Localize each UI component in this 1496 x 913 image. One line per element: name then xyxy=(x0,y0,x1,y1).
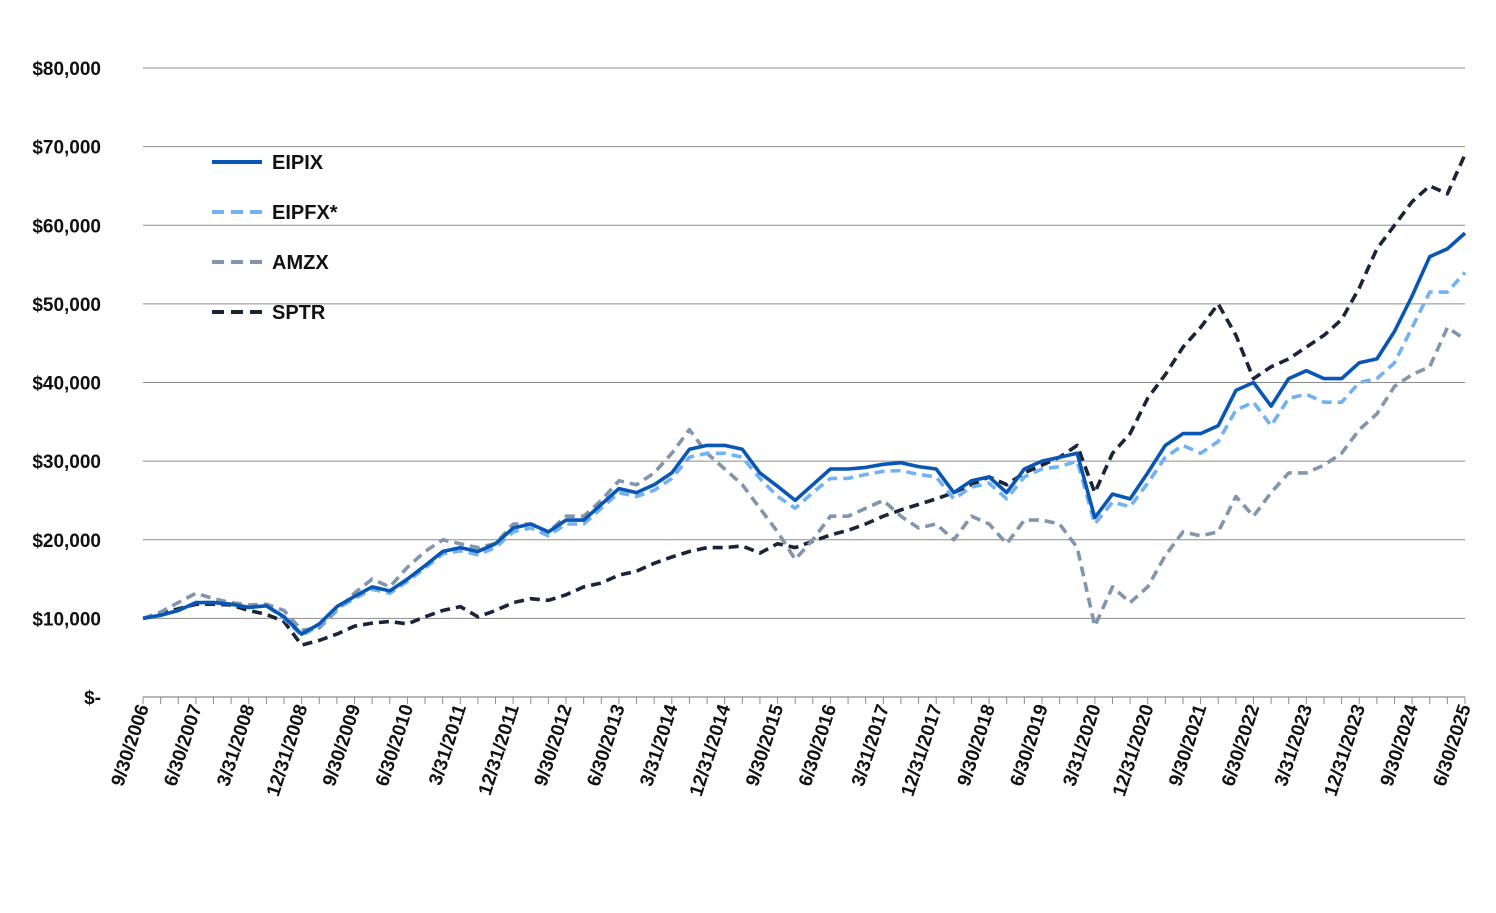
x-tick-label: 9/30/2015 xyxy=(742,702,788,789)
x-tick-label: 12/31/2008 xyxy=(263,702,312,799)
y-tick-label: $50,000 xyxy=(32,295,101,316)
x-tick-label: 12/31/2017 xyxy=(898,702,947,799)
series-lines xyxy=(142,153,1467,647)
y-tick-label: $- xyxy=(84,688,101,709)
y-tick-label: $30,000 xyxy=(32,452,101,473)
x-tick-label: 12/31/2011 xyxy=(475,702,524,798)
y-tick-label: $10,000 xyxy=(32,609,101,630)
legend-label: EIPFX* xyxy=(272,202,338,224)
x-tick-label: 6/30/2022 xyxy=(1218,702,1264,789)
x-tick-label: 3/31/2017 xyxy=(848,702,894,789)
x-tick-label: 6/30/2019 xyxy=(1007,702,1053,789)
x-tick-label: 9/30/2006 xyxy=(108,702,154,789)
x-tick-label: 6/30/2013 xyxy=(584,702,630,789)
x-tick-label: 3/31/2020 xyxy=(1060,702,1106,789)
axes: $- $10,000 $20,000 $30,000 $40,000 $50,000 $60… xyxy=(32,59,1476,799)
series-line-amzx xyxy=(142,325,1467,633)
series-line-eipfx xyxy=(142,271,1467,638)
x-tick-label: 3/31/2008 xyxy=(213,702,259,789)
x-tick-label: 6/30/2016 xyxy=(795,702,841,789)
x-tick-label: 12/31/2020 xyxy=(1109,702,1158,799)
x-tick-label: 9/30/2018 xyxy=(954,702,1000,789)
y-tick-label: $70,000 xyxy=(32,138,101,159)
series-line-eipix xyxy=(142,231,1467,636)
y-tick-label: $80,000 xyxy=(32,59,101,80)
x-tick-label: 9/30/2012 xyxy=(531,702,577,789)
legend-label: SPTR xyxy=(272,302,326,324)
gridlines xyxy=(143,67,1465,619)
y-tick-label: $20,000 xyxy=(32,531,101,552)
series-line-sptr xyxy=(142,153,1467,647)
x-tick-label: 3/31/2011 xyxy=(425,702,471,788)
x-tick-label: 9/30/2009 xyxy=(319,702,365,789)
x-tick-label: 6/30/2025 xyxy=(1430,702,1476,789)
legend-label: AMZX xyxy=(272,252,329,274)
x-tick-label: 12/31/2023 xyxy=(1321,702,1370,799)
x-tick-label: 6/30/2010 xyxy=(372,702,418,789)
y-tick-label: $60,000 xyxy=(32,216,101,237)
y-tick-label: $40,000 xyxy=(32,374,101,395)
legend: EIPIX EIPFX* AMZX SPTR xyxy=(212,152,338,324)
x-tick-label: 3/31/2023 xyxy=(1271,702,1317,789)
legend-label: EIPIX xyxy=(272,152,324,174)
x-tick-label: 12/31/2014 xyxy=(686,702,735,799)
x-tick-label: 9/30/2024 xyxy=(1377,702,1423,789)
x-tick-label: 9/30/2021 xyxy=(1165,702,1211,789)
x-tick-label: 6/30/2007 xyxy=(161,702,207,789)
x-tick-label: 3/31/2014 xyxy=(636,702,682,789)
